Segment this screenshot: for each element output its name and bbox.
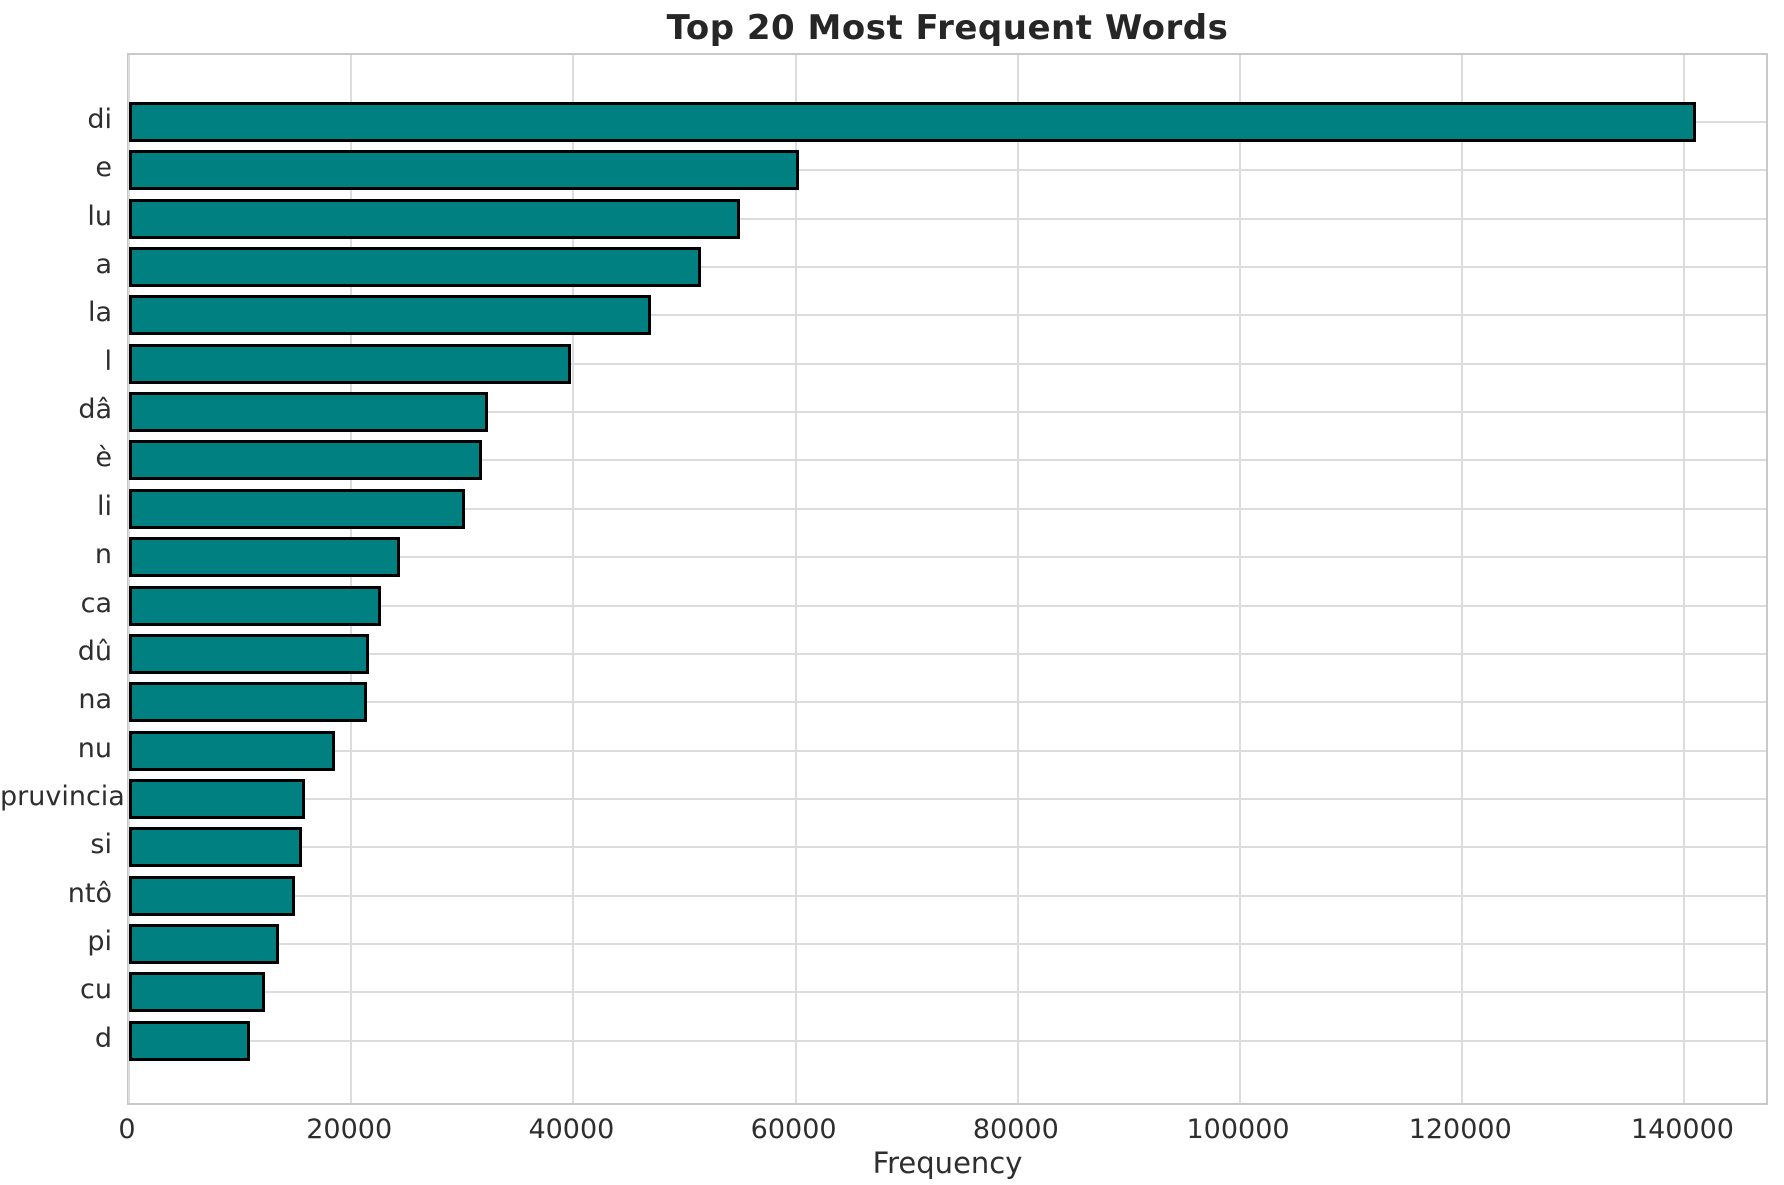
y-tick-label: è <box>95 442 112 474</box>
y-tick-label: n <box>94 539 112 571</box>
y-gridline <box>129 604 1766 607</box>
y-gridline <box>129 314 1766 317</box>
y-gridline <box>129 556 1766 559</box>
bar <box>129 198 741 239</box>
bar <box>129 682 367 723</box>
bar <box>129 778 305 819</box>
y-tick-label: dâ <box>78 394 112 426</box>
y-tick-label: l <box>104 345 112 377</box>
y-gridline <box>129 942 1766 945</box>
bar <box>129 1020 251 1061</box>
y-gridline <box>129 217 1766 220</box>
y-gridline <box>129 652 1766 655</box>
plot-area <box>127 53 1768 1105</box>
bar <box>129 102 1696 142</box>
y-tick-label: dû <box>77 635 112 667</box>
y-tick-label: a <box>95 249 112 281</box>
x-tick-label: 120000 <box>1408 1114 1512 1145</box>
x-tick-label: 40000 <box>528 1114 615 1145</box>
bar <box>129 392 488 433</box>
y-gridline <box>129 894 1766 897</box>
y-tick-label: ntô <box>67 877 112 909</box>
y-tick-label: lu <box>87 200 112 232</box>
x-axis-label: Frequency <box>872 1146 1023 1180</box>
bar <box>129 827 303 868</box>
bar <box>129 150 799 191</box>
y-gridline <box>129 701 1766 704</box>
y-tick-label: pi <box>87 925 112 957</box>
x-gridline <box>1461 55 1464 1103</box>
y-tick-label: la <box>87 297 112 329</box>
x-gridline <box>572 55 575 1103</box>
bar <box>129 440 483 481</box>
y-tick-label: d <box>94 1022 112 1054</box>
bar <box>129 585 382 626</box>
y-gridline <box>129 846 1766 849</box>
chart-title: Top 20 Most Frequent Words <box>666 8 1229 48</box>
y-tick-label: e <box>95 152 112 184</box>
y-tick-label: nu <box>77 732 112 764</box>
y-gridline <box>129 411 1766 414</box>
x-gridline <box>794 55 797 1103</box>
y-gridline <box>129 797 1766 800</box>
bar <box>129 730 335 771</box>
x-tick-label: 60000 <box>750 1114 837 1145</box>
x-tick-label: 100000 <box>1186 1114 1290 1145</box>
y-tick-label: ca <box>80 587 112 619</box>
x-gridline <box>1239 55 1242 1103</box>
x-gridline <box>350 55 353 1103</box>
bar <box>129 972 265 1013</box>
x-gridline <box>1016 55 1019 1103</box>
y-tick-label: cu <box>80 974 112 1006</box>
x-tick-label: 140000 <box>1630 1114 1734 1145</box>
bar <box>129 923 279 964</box>
y-gridline <box>129 507 1766 510</box>
y-tick-label: si <box>90 829 112 861</box>
y-tick-label: li <box>96 490 112 522</box>
x-gridline <box>1683 55 1686 1103</box>
y-tick-label: di <box>87 104 112 135</box>
bar <box>129 537 401 578</box>
bar <box>129 875 295 916</box>
y-gridline <box>129 362 1766 365</box>
bar <box>129 488 465 529</box>
x-tick-label: 80000 <box>972 1114 1059 1145</box>
y-gridline <box>129 459 1766 462</box>
bar <box>129 295 652 336</box>
y-tick-label: pruvincia <box>0 780 125 812</box>
x-tick-label: 20000 <box>306 1114 393 1145</box>
y-gridline <box>129 1039 1766 1042</box>
y-gridline <box>129 991 1766 994</box>
y-gridline <box>129 169 1766 172</box>
y-gridline <box>129 266 1766 269</box>
bar <box>129 633 369 674</box>
bar <box>129 343 572 384</box>
y-gridline <box>129 749 1766 752</box>
x-tick-label: 0 <box>118 1114 136 1145</box>
y-tick-label: na <box>78 684 112 716</box>
x-gridline <box>128 55 130 1103</box>
bar <box>129 247 702 288</box>
